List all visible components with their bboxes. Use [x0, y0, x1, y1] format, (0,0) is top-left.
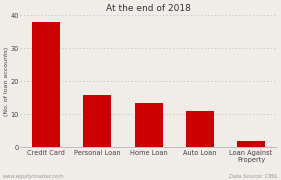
- Bar: [135, 103, 163, 147]
- Bar: [237, 141, 265, 147]
- Y-axis label: (No. of loan accounts): (No. of loan accounts): [4, 47, 9, 116]
- Text: Data Source: CIBIL: Data Source: CIBIL: [229, 174, 278, 179]
- Title: At the end of 2018: At the end of 2018: [106, 4, 191, 13]
- Bar: [32, 22, 60, 147]
- Bar: [83, 95, 112, 147]
- Text: www.equitymaster.com: www.equitymaster.com: [3, 174, 64, 179]
- Bar: [186, 111, 214, 147]
